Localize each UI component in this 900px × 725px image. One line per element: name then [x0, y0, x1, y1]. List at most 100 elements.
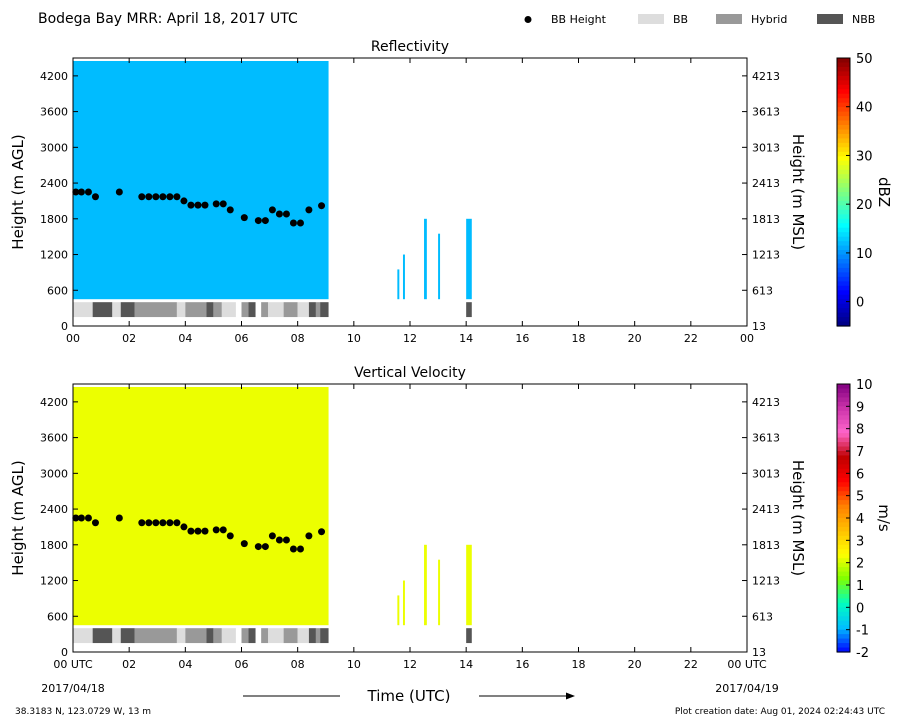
reflectivity-colorbar-label: dBZ	[875, 177, 893, 207]
legend: BB Height BB Hybrid NBB	[524, 13, 875, 26]
colorbar-slice	[837, 290, 850, 296]
x-tick-label: 18	[572, 658, 586, 671]
bb-type-segment	[221, 302, 236, 318]
bb-height-point	[77, 188, 85, 196]
x-tick-label: 14	[459, 332, 473, 345]
bb-height-point	[240, 540, 248, 548]
colorbar-slice	[837, 187, 850, 193]
colorbar-slice	[837, 142, 850, 148]
bb-height-point	[261, 543, 269, 551]
colorbar-tick-label: 2	[856, 557, 864, 572]
colorbar-tick-label: 10	[856, 247, 873, 262]
colorbar-slice	[837, 62, 850, 68]
colorbar-tick-label: 10	[856, 378, 873, 393]
colorbar-slice	[837, 384, 850, 390]
heatmap-column	[73, 386, 329, 626]
x-tick-label: 06	[235, 332, 249, 345]
creation-date-text: Plot creation date: Aug 01, 2024 02:24:4…	[675, 707, 885, 717]
colorbar-slice	[837, 281, 850, 287]
colorbar-slice	[837, 205, 850, 211]
colorbar-slice	[837, 451, 850, 457]
date-end: 2017/04/19	[715, 682, 778, 695]
colorbar-slice	[837, 629, 850, 635]
bb-type-segment	[92, 302, 113, 318]
colorbar-slice	[837, 504, 850, 510]
x-tick-label: 10	[347, 658, 361, 671]
colorbar-slice	[837, 156, 850, 162]
colorbar-slice	[837, 245, 850, 251]
colorbar-slice	[837, 602, 850, 608]
bb-height-point	[145, 193, 153, 201]
bb-height-point	[275, 536, 283, 544]
bb-height-point	[138, 193, 146, 201]
bb-type-segment	[297, 302, 309, 318]
heatmap-column	[73, 60, 329, 300]
colorbar-slice	[837, 500, 850, 506]
colorbar-slice	[837, 522, 850, 528]
colorbar-slice	[837, 303, 850, 309]
colorbar-slice	[837, 598, 850, 604]
y-tick-label-right: 1813	[752, 539, 780, 552]
vertical-velocity-bb-type-bar	[73, 628, 472, 644]
y-tick-label-right: 13	[752, 646, 766, 659]
colorbar-slice	[837, 388, 850, 394]
bb-type-segment	[308, 302, 316, 318]
legend-hybrid-label: Hybrid	[751, 13, 787, 26]
y-tick-label-right: 3013	[752, 141, 780, 154]
colorbar-slice	[837, 107, 850, 113]
heatmap-column	[466, 544, 472, 626]
legend-bb-height-label: BB Height	[551, 13, 607, 26]
colorbar-slice	[837, 616, 850, 622]
bb-height-point	[194, 527, 202, 535]
colorbar-slice	[837, 593, 850, 599]
colorbar-slice	[837, 392, 850, 398]
colorbar-tick-label: 5	[856, 490, 864, 505]
bb-type-segment	[134, 628, 177, 644]
bb-type-segment	[297, 628, 309, 644]
colorbar-slice	[837, 75, 850, 81]
bb-height-point	[72, 514, 80, 522]
bb-height-point	[219, 200, 227, 208]
colorbar-slice	[837, 446, 850, 452]
bb-height-point	[159, 193, 167, 201]
bb-type-segment	[92, 628, 113, 644]
colorbar-slice	[837, 442, 850, 448]
bb-height-point	[305, 206, 313, 214]
colorbar-slice	[837, 183, 850, 189]
bb-type-segment	[176, 628, 186, 644]
colorbar-slice	[837, 250, 850, 256]
vertical-velocity-ylabel: Height (m AGL)	[9, 460, 27, 575]
colorbar-slice	[837, 147, 850, 153]
colorbar-slice	[837, 647, 850, 653]
y-tick-label-right: 613	[752, 284, 773, 297]
bb-height-point	[212, 526, 220, 534]
colorbar-slice	[837, 308, 850, 314]
colorbar-slice	[837, 174, 850, 180]
colorbar-slice	[837, 66, 850, 72]
bb-type-segment	[466, 628, 472, 644]
bb-height-point	[201, 201, 209, 209]
bb-height-point	[296, 219, 304, 227]
x-tick-label: 00 UTC	[53, 658, 93, 671]
bb-type-segment	[176, 302, 186, 318]
reflectivity-title: Reflectivity	[371, 39, 449, 55]
legend-nbb-label: NBB	[852, 13, 875, 26]
reflectivity-colorbar: 0 10 20 30 40 50	[836, 52, 873, 327]
colorbar-slice	[837, 424, 850, 430]
x-tick-label: 00	[66, 332, 80, 345]
bb-type-segment	[185, 628, 207, 644]
colorbar-slice	[837, 643, 850, 649]
colorbar-tick-label: 3	[856, 534, 864, 549]
legend-hybrid-swatch	[716, 14, 742, 24]
bb-type-segment	[315, 628, 321, 644]
colorbar-slice	[837, 214, 850, 220]
location-text: 38.3183 N, 123.0729 W, 13 m	[15, 707, 151, 717]
y-tick-label: 3000	[40, 141, 68, 154]
colorbar-slice	[837, 317, 850, 323]
colorbar-slice	[837, 433, 850, 439]
time-axis-label: Time (UTC)	[367, 687, 451, 705]
reflectivity-ylabel-right: Height (m MSL)	[789, 134, 807, 250]
colorbar-slice	[837, 125, 850, 131]
bb-type-segment	[213, 628, 222, 644]
vertical-velocity-ylabel-right: Height (m MSL)	[789, 460, 807, 576]
